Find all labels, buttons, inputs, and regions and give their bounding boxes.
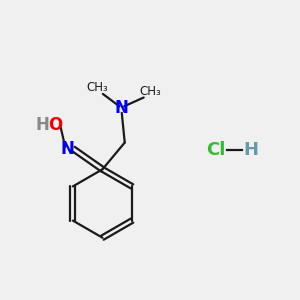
Text: Cl: Cl: [206, 141, 225, 159]
Text: CH₃: CH₃: [87, 81, 108, 94]
Text: CH₃: CH₃: [139, 85, 161, 98]
Text: O: O: [48, 116, 62, 134]
Text: H: H: [35, 116, 49, 134]
Text: N: N: [115, 99, 129, 117]
Text: H: H: [243, 141, 258, 159]
Text: N: N: [61, 140, 75, 158]
